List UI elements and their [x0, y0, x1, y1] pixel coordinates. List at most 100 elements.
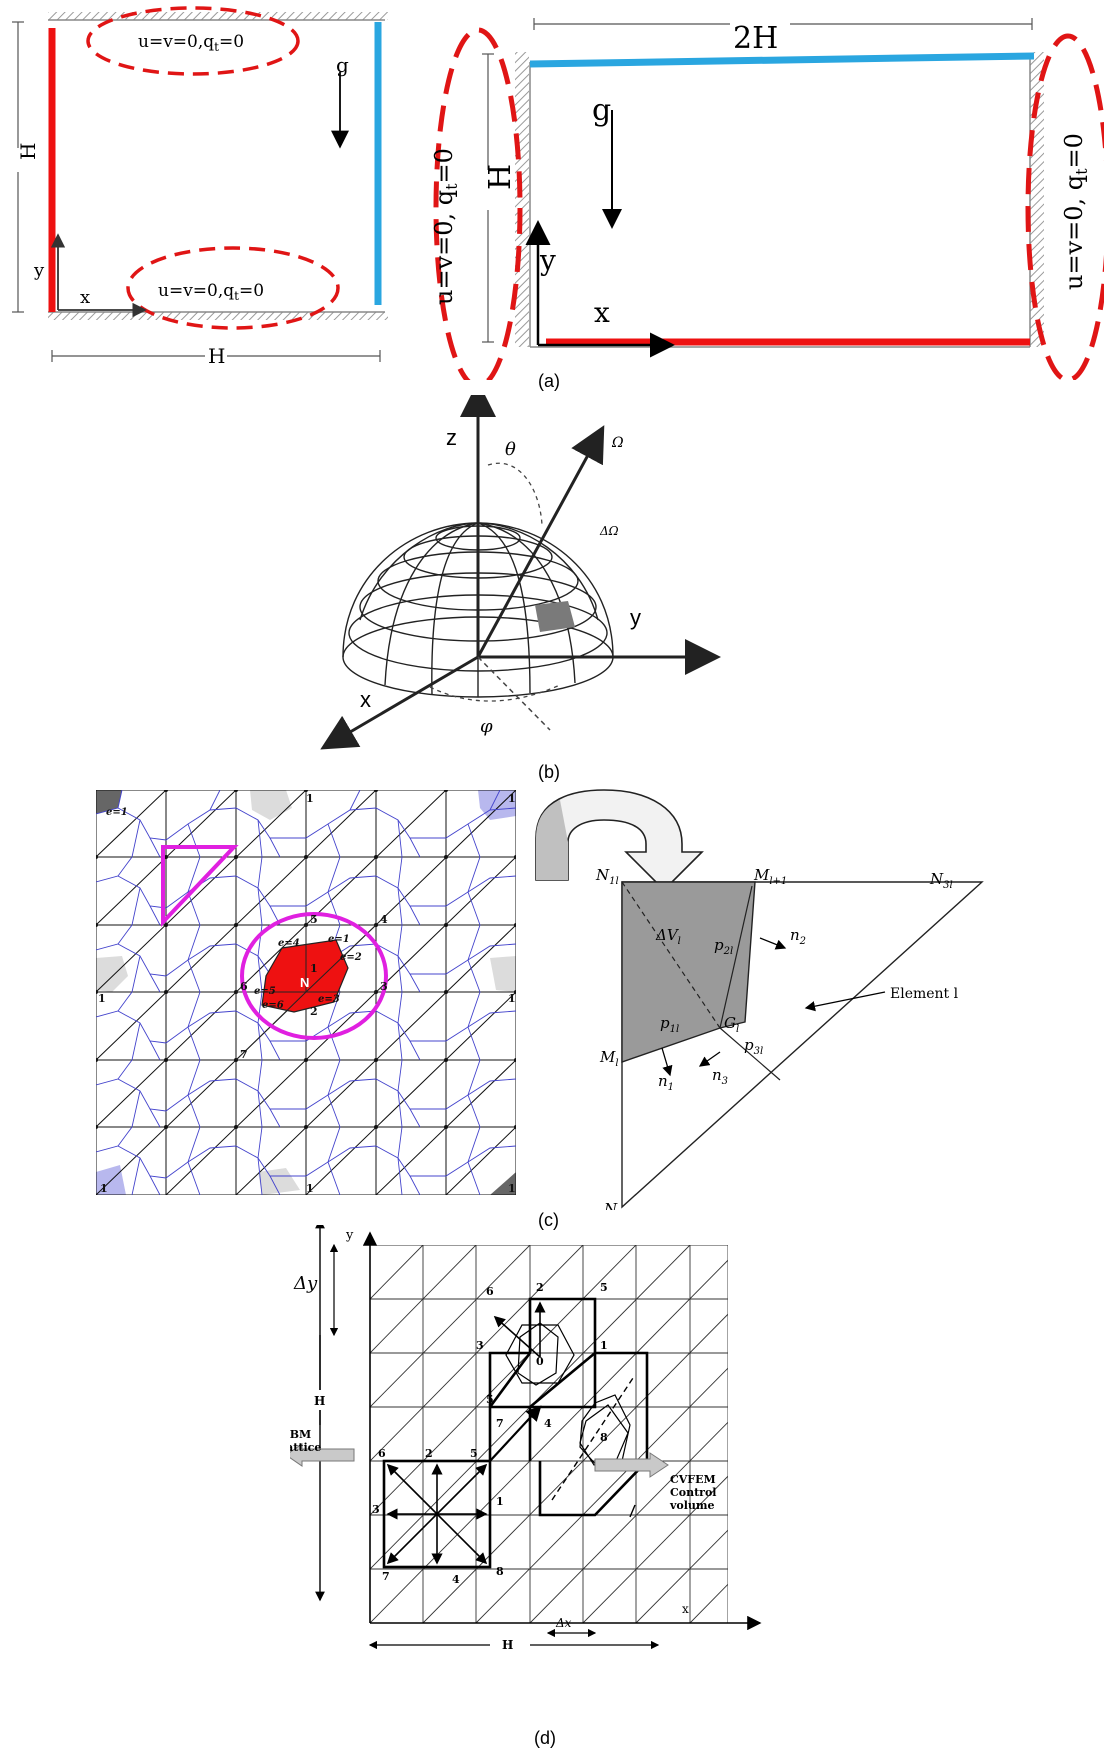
node-num-3: 3 [380, 980, 388, 993]
upper-node-4: 4 [544, 1417, 552, 1430]
dV-label: ΔVl [655, 926, 681, 947]
cvfem-arrow [594, 1452, 669, 1478]
magenta-triangle [161, 845, 239, 928]
lbm-node-4: 4 [452, 1573, 460, 1586]
panel-c-figure: N e=1 e=2 e=1 e=4 e=5 e=6 e=3 1 2 3 4 5 … [96, 789, 984, 1210]
highlighted-control-volume [261, 939, 349, 1013]
upper-node-3: 3 [476, 1339, 484, 1352]
element-label-1: e=1 [106, 807, 128, 818]
theta-label: θ [505, 439, 516, 460]
left-y-axis-label: y [33, 260, 45, 281]
omega-label: Ω [611, 435, 624, 451]
upper-node-7: 7 [496, 1417, 504, 1430]
bottom-wall-hatch [48, 312, 388, 320]
node-N-label: N [300, 975, 309, 990]
phi-arc [429, 684, 561, 702]
d-y-label: y [345, 1228, 354, 1243]
right-wall-hatch [1030, 52, 1044, 347]
left-x-axis-label: x [80, 287, 90, 308]
h-vertical-label: H [314, 1394, 325, 1408]
left-cavity: u=v=0,qt=0 u=v=0,qt=0 g H H y x [10, 6, 388, 368]
right-x-axis-label: x [594, 296, 610, 329]
M1-label: Ml+1 [753, 866, 787, 887]
x-label: x [360, 687, 371, 712]
upper-node-0: 0 [536, 1355, 544, 1368]
N3-label: N3l [929, 870, 953, 891]
caption-d: (d) [534, 1728, 556, 1748]
element-label-4: e=4 [278, 938, 300, 949]
lbm-node-3: 3 [372, 1503, 380, 1516]
d-x-label: x [682, 1602, 689, 1616]
caption-a: (a) [538, 371, 560, 391]
panel-d-figure: y x 6 2 5 3 1 7 4 8 6 2 5 3 0 1 5 [290, 1225, 762, 1652]
left-wall-hatch [515, 52, 529, 347]
lbm-label-1: LBM [290, 1428, 311, 1441]
left-width-label: H [208, 344, 225, 368]
upper-node-8: 8 [600, 1431, 608, 1444]
element-label-6: e=6 [262, 1000, 284, 1011]
corner-one-bottom: 1 [306, 1182, 314, 1195]
bottom-bc-label: u=v=0,qt=0 [158, 281, 264, 303]
left-height-label: H [16, 143, 40, 160]
node-num-6: 6 [240, 980, 248, 993]
panel-b-figure: z y x θ φ Ω ΔΩ [320, 395, 721, 750]
node-num-4: 4 [380, 913, 388, 926]
corner-one-top: 1 [306, 792, 314, 805]
corner-one-left: 1 [98, 992, 106, 1005]
right-gravity-label: g [592, 93, 611, 128]
caption-b: (b) [538, 762, 560, 782]
bottom-bc-ellipse [126, 246, 340, 330]
dy-label: Δy [293, 1273, 318, 1294]
p2-label: p2l [714, 936, 733, 957]
G-label: Gl [724, 1014, 739, 1035]
N2-label: N2l [603, 1200, 627, 1210]
right-bc-ellipse [1025, 33, 1104, 380]
left-bc-ellipse [433, 27, 523, 380]
cvfem-label-2: Control [670, 1486, 716, 1499]
corner-one-bl: 1 [100, 1182, 108, 1195]
element-label-1b: e=1 [328, 934, 350, 945]
corner-one-br: 1 [508, 1182, 516, 1195]
element-l-label: Element l [890, 986, 959, 1002]
element-label-5: e=5 [254, 986, 276, 997]
upper-node-6: 6 [486, 1285, 494, 1298]
p1-label: p1l [660, 1014, 679, 1035]
node-num-7: 7 [240, 1048, 248, 1061]
lbm-node-7: 7 [382, 1570, 390, 1583]
omega-direction [476, 425, 605, 658]
corner-one-tr: 1 [508, 792, 516, 805]
n3-label: n3 [712, 1066, 728, 1087]
upper-node-5: 5 [600, 1281, 608, 1294]
right-height-label: H [483, 164, 518, 190]
M-label: Ml [599, 1048, 619, 1069]
lbm-label-2: lattice [290, 1441, 321, 1454]
normal-n3 [698, 1051, 721, 1067]
lbm-node-5: 5 [470, 1447, 478, 1460]
top-bc-ellipse [86, 6, 300, 76]
lbm-node-1: 1 [496, 1495, 504, 1508]
upper-cv-hexagon [505, 1324, 575, 1384]
zoom-arrow [535, 789, 704, 892]
delta-omega-label: ΔΩ [599, 524, 619, 538]
upper-node-2: 2 [536, 1281, 544, 1294]
projection-line [477, 656, 551, 731]
normal-n1 [661, 1047, 673, 1077]
right-y-axis-label: y [539, 244, 556, 277]
right-lbm-cell [528, 1351, 649, 1517]
N1-label: N1l [595, 866, 619, 887]
p3-label: p3l [744, 1036, 763, 1057]
n2-label: n2 [790, 926, 806, 947]
element-pointer [804, 991, 886, 1012]
gravity-label: g [336, 53, 349, 77]
caption-c: (c) [538, 1210, 559, 1230]
right-left-bc-label: u=v=0, qt=0 [430, 148, 461, 305]
upper-node-5b: 5 [486, 1393, 494, 1406]
h-horizontal-label: H [502, 1638, 513, 1652]
solid-angle-patch [535, 601, 575, 632]
cvfem-label-3: volume [669, 1499, 715, 1512]
lbm-lattice-cell [382, 1459, 492, 1569]
element-label-3: e=3 [318, 994, 340, 1005]
z-label: z [446, 425, 457, 450]
node-num-5: 5 [310, 913, 318, 926]
node-num-1: 1 [310, 962, 318, 975]
